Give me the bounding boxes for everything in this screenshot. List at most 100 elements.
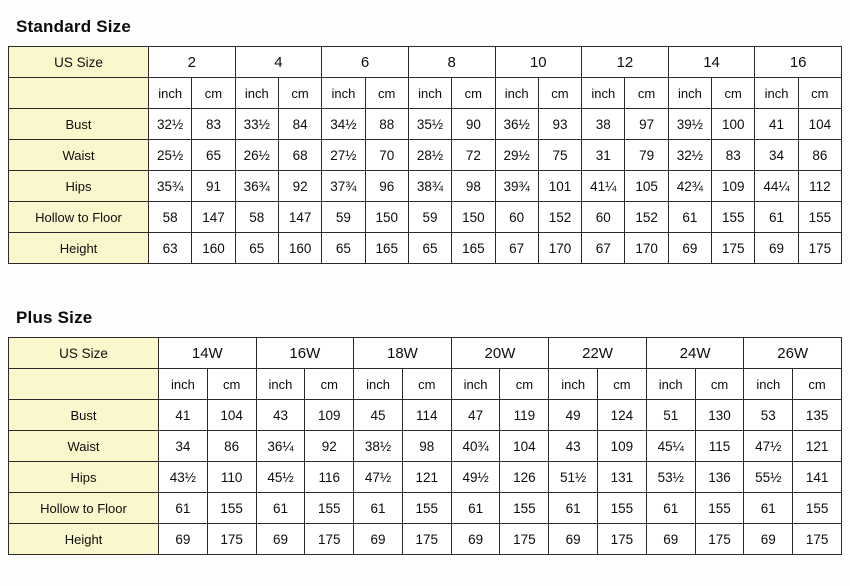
value-cell: 65: [321, 232, 366, 264]
value-cell: 124: [597, 399, 647, 431]
value-cell: 38¾: [407, 170, 453, 202]
value-cell: 152: [537, 201, 583, 233]
value-cell: 75: [537, 139, 583, 171]
value-cell: 32½: [147, 108, 193, 140]
unit-header: inch: [353, 368, 403, 400]
value-cell: 47½: [353, 461, 403, 493]
value-cell: 130: [694, 399, 745, 431]
value-cell: 175: [597, 523, 647, 555]
value-cell: 41: [754, 108, 799, 140]
unit-header: inch: [234, 77, 279, 109]
value-cell: 155: [401, 492, 452, 524]
value-cell: 147: [277, 201, 323, 233]
unit-header: inch: [158, 368, 208, 400]
value-cell: 34: [754, 139, 799, 171]
value-cell: 35½: [407, 108, 453, 140]
unit-header: inch: [581, 77, 626, 109]
size-header: 18W: [353, 337, 452, 369]
value-cell: 40¾: [450, 430, 501, 462]
value-cell: 131: [597, 461, 647, 493]
value-cell: 119: [499, 399, 550, 431]
value-cell: 55½: [743, 461, 794, 493]
value-cell: 59: [407, 201, 453, 233]
value-cell: 31: [581, 139, 626, 171]
size-header: 4: [234, 46, 323, 78]
value-cell: 42¾: [667, 170, 713, 202]
value-cell: 43: [255, 399, 306, 431]
value-cell: 155: [499, 492, 550, 524]
value-cell: 96: [364, 170, 409, 202]
row-label: Height: [8, 523, 159, 555]
value-cell: 39¾: [494, 170, 539, 202]
size-header: 24W: [645, 337, 745, 369]
corner-header: US Size: [8, 46, 149, 78]
value-cell: 175: [797, 232, 843, 264]
value-cell: 49: [548, 399, 599, 431]
value-cell: 98: [451, 170, 496, 202]
size-header: 14: [667, 46, 756, 78]
value-cell: 86: [797, 139, 843, 171]
size-header: 16W: [255, 337, 355, 369]
value-cell: 41: [158, 399, 208, 431]
value-cell: 58: [147, 201, 193, 233]
row-label: Hollow to Floor: [8, 201, 149, 233]
value-cell: 92: [304, 430, 355, 462]
value-cell: 150: [364, 201, 409, 233]
unit-header: cm: [364, 77, 409, 109]
value-cell: 135: [792, 399, 842, 431]
row-label: Bust: [8, 108, 149, 140]
value-cell: 104: [797, 108, 843, 140]
unit-header: cm: [694, 368, 745, 400]
value-cell: 92: [277, 170, 323, 202]
size-header: 22W: [548, 337, 647, 369]
corner-blank: [8, 368, 159, 400]
unit-header: inch: [407, 77, 453, 109]
plus-size-title: Plus Size: [16, 308, 93, 327]
value-cell: 141: [792, 461, 842, 493]
value-cell: 61: [754, 201, 799, 233]
unit-header: cm: [191, 77, 236, 109]
value-cell: 53: [743, 399, 794, 431]
value-cell: 170: [624, 232, 669, 264]
unit-header: cm: [277, 77, 323, 109]
measurement-row: Hollow to Floor 58 147 58 147 59 150 59 150 60 152…: [8, 201, 843, 233]
value-cell: 100: [711, 108, 756, 140]
value-cell: 109: [711, 170, 756, 202]
size-header: 20W: [450, 337, 550, 369]
value-cell: 28½: [407, 139, 453, 171]
value-cell: 33½: [234, 108, 279, 140]
value-cell: 61: [450, 492, 501, 524]
corner-blank: [8, 77, 149, 109]
value-cell: 34½: [321, 108, 366, 140]
value-cell: 36½: [494, 108, 539, 140]
value-cell: 36¼: [255, 430, 306, 462]
standard-size-table: US Size 2 4 6 8 10 12 14 16 inch cm inch cm inch cm inc…: [8, 46, 843, 264]
unit-header: inch: [743, 368, 794, 400]
value-cell: 70: [364, 139, 409, 171]
size-header: 2: [148, 46, 236, 78]
unit-header-row: inch cm inch cm inch cm inch cm inch cm inch cm inch…: [8, 368, 842, 400]
plus-size-section: Plus Size US Size 14W 16W 18W 20W 22W 24W 26W in…: [8, 264, 842, 555]
value-cell: 41¼: [581, 170, 626, 202]
value-cell: 175: [499, 523, 550, 555]
unit-header: cm: [624, 77, 669, 109]
size-header: 12: [581, 46, 669, 78]
measurement-row: Hollow to Floor 61 155 61 155 61 155 61 155 61 155…: [8, 492, 842, 524]
unit-header: cm: [797, 77, 843, 109]
value-cell: 91: [191, 170, 236, 202]
unit-header: inch: [321, 77, 366, 109]
value-cell: 38½: [353, 430, 403, 462]
value-cell: 116: [304, 461, 355, 493]
value-cell: 61: [743, 492, 794, 524]
measurement-row: Height 69 175 69 175 69 175 69 175 69 175 69 175 69 17…: [8, 523, 842, 555]
value-cell: 155: [694, 492, 745, 524]
value-cell: 104: [206, 399, 257, 431]
measurement-row: Height 63 160 65 160 65 165 65 165 67 170 67 170 69 17…: [8, 232, 843, 264]
value-cell: 165: [364, 232, 409, 264]
value-cell: 69: [754, 232, 799, 264]
value-cell: 58: [234, 201, 279, 233]
row-label: Hips: [8, 170, 149, 202]
value-cell: 147: [191, 201, 236, 233]
value-cell: 115: [694, 430, 745, 462]
